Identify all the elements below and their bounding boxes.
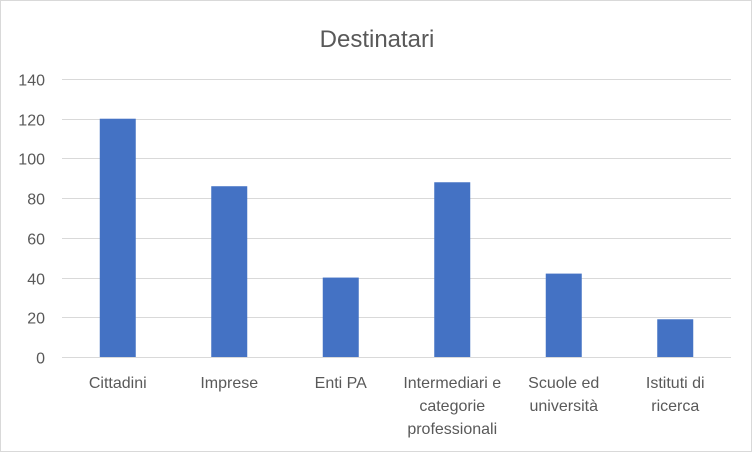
- y-tick-label: 0: [36, 351, 45, 368]
- chart-title: Destinatari: [320, 26, 435, 53]
- x-category-label: Enti PA: [315, 375, 368, 392]
- x-category-label: Imprese: [200, 375, 258, 392]
- x-category-label: Istituti di ricerca: [646, 375, 705, 415]
- bar: [545, 273, 582, 357]
- y-axis-ticks: 0 20 40 60 80 100 120 140: [18, 73, 45, 368]
- bar: [322, 277, 359, 357]
- bar: [434, 182, 471, 357]
- x-category-label: Cittadini: [89, 375, 147, 392]
- bar: [211, 186, 248, 357]
- bars: [99, 118, 694, 357]
- gridlines: [62, 79, 731, 358]
- bar: [657, 319, 694, 357]
- x-category-label: Scuole ed università: [528, 375, 599, 415]
- x-category-label: Intermediari e categorie professionali: [403, 375, 501, 438]
- y-tick-label: 20: [27, 311, 45, 328]
- y-tick-label: 40: [27, 272, 45, 289]
- bar: [99, 118, 136, 357]
- y-tick-label: 80: [27, 192, 45, 209]
- y-tick-label: 120: [18, 113, 45, 130]
- y-tick-label: 140: [18, 73, 45, 90]
- y-tick-label: 60: [27, 232, 45, 249]
- y-tick-label: 100: [18, 152, 45, 169]
- x-axis-categories: Cittadini Imprese Enti PA Intermediari e cat…: [89, 375, 705, 438]
